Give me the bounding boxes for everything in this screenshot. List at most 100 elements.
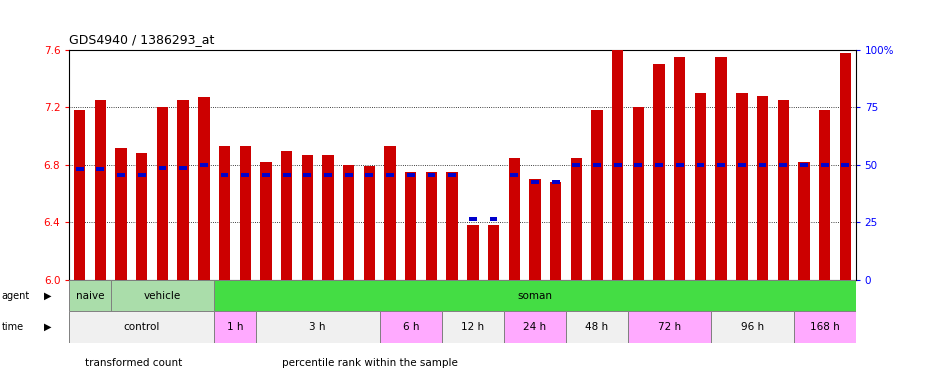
FancyBboxPatch shape	[255, 311, 380, 343]
Bar	[179, 166, 187, 170]
Bar	[550, 182, 561, 280]
Bar	[695, 93, 706, 280]
Text: transformed count: transformed count	[85, 358, 182, 368]
Bar	[591, 110, 603, 280]
Bar	[798, 162, 809, 280]
Text: 1 h: 1 h	[227, 322, 243, 332]
Bar	[509, 158, 520, 280]
FancyBboxPatch shape	[215, 311, 255, 343]
Bar	[573, 163, 580, 167]
Bar	[260, 162, 272, 280]
Bar	[697, 163, 704, 167]
Text: 168 h: 168 h	[809, 322, 840, 332]
Bar	[715, 57, 727, 280]
Text: control: control	[124, 322, 160, 332]
Bar	[571, 158, 582, 280]
FancyBboxPatch shape	[794, 311, 856, 343]
Bar	[76, 167, 83, 171]
Bar	[386, 173, 394, 177]
Bar	[614, 163, 622, 167]
Bar	[840, 53, 851, 280]
Bar	[531, 180, 539, 184]
Bar	[612, 50, 623, 280]
Bar	[529, 179, 540, 280]
Text: agent: agent	[2, 291, 31, 301]
Bar	[717, 163, 725, 167]
Bar	[240, 146, 251, 280]
Text: 48 h: 48 h	[586, 322, 609, 332]
Bar	[676, 163, 684, 167]
Bar	[178, 100, 189, 280]
Bar	[221, 173, 228, 177]
Bar	[364, 166, 375, 280]
Bar	[343, 165, 354, 280]
FancyBboxPatch shape	[566, 311, 628, 343]
Bar	[324, 173, 332, 177]
Bar	[303, 173, 311, 177]
Bar	[447, 172, 458, 280]
Text: 12 h: 12 h	[462, 322, 485, 332]
Bar	[322, 155, 334, 280]
Text: ▶: ▶	[44, 291, 52, 301]
Bar	[283, 173, 290, 177]
Text: 96 h: 96 h	[741, 322, 764, 332]
Text: GDS4940 / 1386293_at: GDS4940 / 1386293_at	[69, 33, 215, 46]
Bar	[138, 173, 146, 177]
Bar	[633, 108, 644, 280]
Bar	[842, 163, 849, 167]
Bar	[800, 163, 808, 167]
FancyBboxPatch shape	[710, 311, 794, 343]
Bar	[758, 163, 767, 167]
Bar	[819, 110, 831, 280]
Text: naive: naive	[76, 291, 105, 301]
Bar	[78, 363, 84, 364]
Bar	[757, 96, 768, 280]
Bar	[74, 110, 85, 280]
Bar	[779, 163, 787, 167]
FancyBboxPatch shape	[69, 280, 111, 311]
Bar	[593, 163, 601, 167]
Text: soman: soman	[517, 291, 552, 301]
Bar	[405, 172, 416, 280]
Bar	[116, 147, 127, 280]
Text: percentile rank within the sample: percentile rank within the sample	[281, 358, 457, 368]
Bar	[467, 225, 478, 280]
Bar	[426, 172, 438, 280]
Text: vehicle: vehicle	[144, 291, 181, 301]
Text: 6 h: 6 h	[402, 322, 419, 332]
Bar	[198, 97, 210, 280]
Bar	[778, 100, 789, 280]
Bar	[158, 166, 166, 170]
Text: 24 h: 24 h	[524, 322, 547, 332]
Bar	[262, 173, 270, 177]
Bar	[738, 163, 746, 167]
Bar	[274, 363, 280, 364]
Bar	[407, 173, 414, 177]
FancyBboxPatch shape	[111, 280, 215, 311]
FancyBboxPatch shape	[380, 311, 442, 343]
Bar	[241, 173, 249, 177]
Bar	[820, 163, 829, 167]
Bar	[736, 93, 747, 280]
Bar	[281, 151, 292, 280]
FancyBboxPatch shape	[628, 311, 710, 343]
Bar	[551, 180, 560, 184]
Bar	[469, 217, 476, 222]
Bar	[219, 146, 230, 280]
Text: 3 h: 3 h	[310, 322, 326, 332]
Bar	[94, 100, 106, 280]
Bar	[487, 225, 500, 280]
Text: ▶: ▶	[44, 322, 52, 332]
Bar	[117, 173, 125, 177]
Bar	[635, 163, 642, 167]
Bar	[157, 108, 168, 280]
Bar	[427, 173, 436, 177]
FancyBboxPatch shape	[69, 311, 215, 343]
Text: time: time	[2, 322, 24, 332]
Bar	[655, 163, 663, 167]
FancyBboxPatch shape	[504, 311, 566, 343]
Bar	[674, 57, 685, 280]
FancyBboxPatch shape	[215, 280, 856, 311]
Text: 72 h: 72 h	[658, 322, 681, 332]
Bar	[96, 167, 105, 171]
